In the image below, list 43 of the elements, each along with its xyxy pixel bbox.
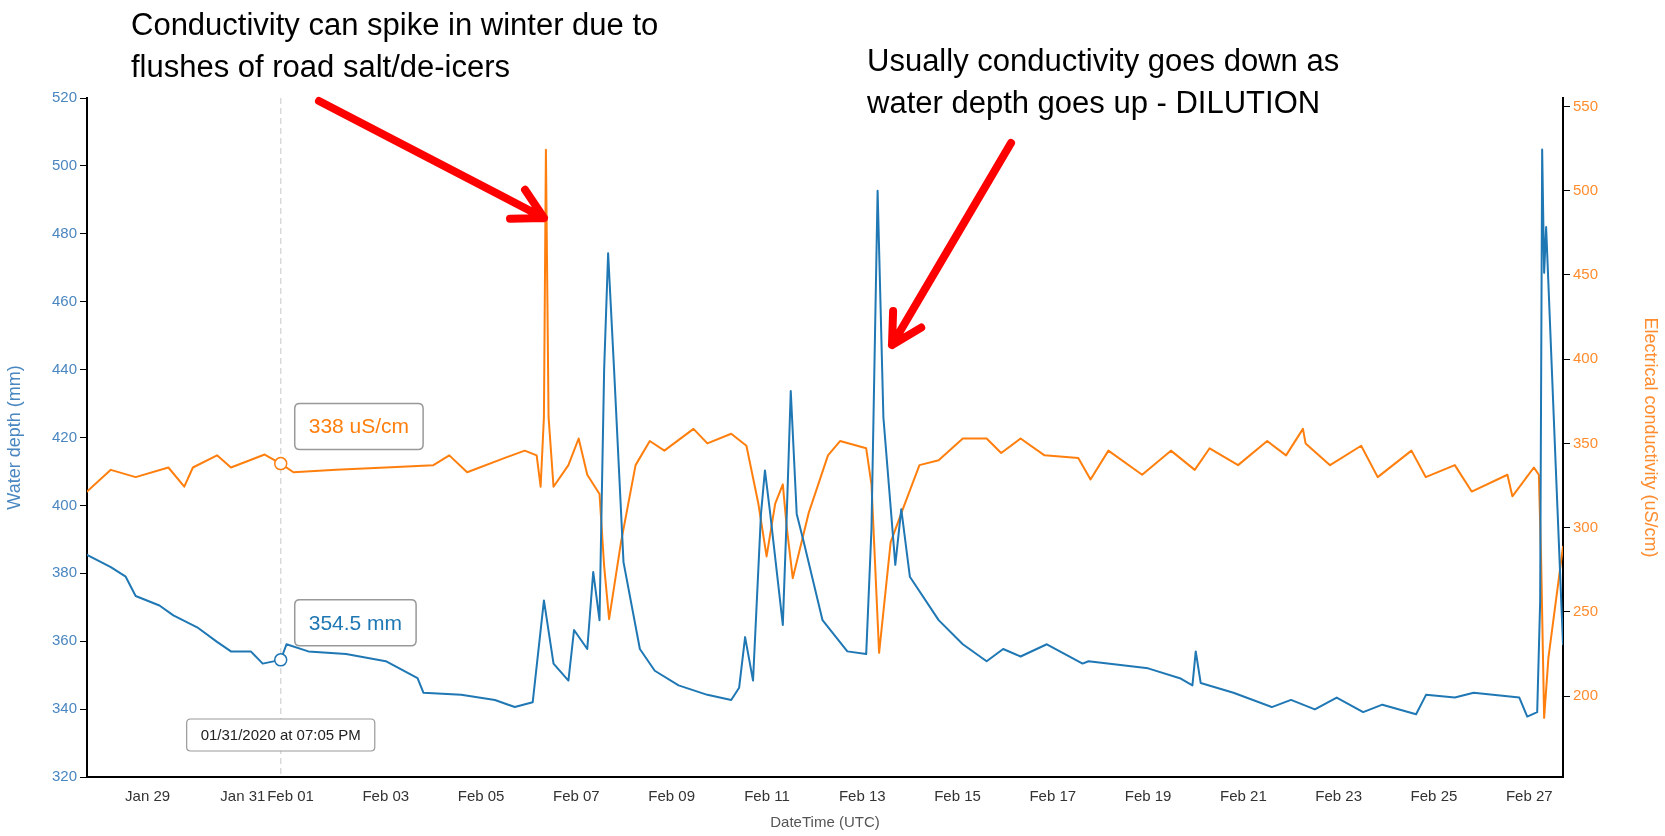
x-axis-title: DateTime (UTC) [770, 813, 880, 831]
x-tick-label: Feb 01 [267, 787, 314, 805]
y2-axis-title: Electrical conductivity (uS/cm) [1641, 317, 1662, 558]
x-tick-label: Feb 21 [1220, 787, 1267, 805]
x-tick-label: Feb 13 [838, 787, 886, 805]
x-tick-label: Feb 05 [457, 787, 505, 805]
y-tick-label: 380 [51, 563, 77, 581]
data-label: 338 uS/cm [308, 414, 410, 438]
y2-tick-label: 300 [1573, 517, 1599, 535]
y2-tick-label: 450 [1573, 265, 1599, 283]
y2-tick-label: 500 [1573, 180, 1599, 198]
y-tick-label: 520 [51, 88, 77, 106]
y-tick-label: 480 [51, 223, 77, 241]
x-tick-label: Jan 31 [220, 787, 266, 805]
text: Conductivity can spike in winter due to flushes of road salt/de-icers [131, 6, 660, 86]
x-tick-label: Feb 11 [744, 787, 790, 805]
y-tick-label: 440 [51, 359, 77, 377]
y-tick-label: 360 [51, 631, 77, 649]
x-tick-label: Jan 29 [125, 787, 171, 805]
x-tick-label: Feb 03 [362, 787, 410, 805]
x-tick-label: Feb 07 [553, 787, 600, 805]
y-tick-label: 500 [51, 156, 77, 174]
x-tick-label: Feb 17 [1029, 787, 1077, 805]
ref-line-label: 01/31/2020 at 07:05 PM [200, 726, 361, 744]
y-axis-title: Water depth (mm) [3, 365, 24, 510]
y2-tick-label: 200 [1573, 686, 1599, 704]
y-tick-label: 420 [51, 427, 77, 445]
y2-tick-label: 350 [1573, 433, 1599, 451]
x-tick-label: Feb 27 [1505, 787, 1553, 805]
y2-tick-label: 250 [1573, 602, 1599, 620]
y-tick-label: 340 [51, 699, 77, 717]
data-label: 354.5 mm [308, 610, 403, 634]
x-tick-label: Feb 23 [1315, 787, 1363, 805]
y-tick-label: 460 [51, 291, 77, 309]
x-tick-label: Feb 19 [1124, 787, 1172, 805]
x-tick-label: Feb 09 [648, 787, 695, 805]
annotation: Usually conductivity goes down as water depth goes up - DILUTION [867, 42, 1341, 122]
y2-tick-label: 400 [1573, 349, 1599, 367]
x-tick-label: Feb 25 [1410, 787, 1458, 805]
y2-tick-label: 550 [1573, 96, 1599, 114]
y-tick-label: 320 [51, 767, 77, 785]
x-tick-label: Feb 15 [934, 787, 981, 805]
y-tick-label: 400 [51, 495, 77, 513]
